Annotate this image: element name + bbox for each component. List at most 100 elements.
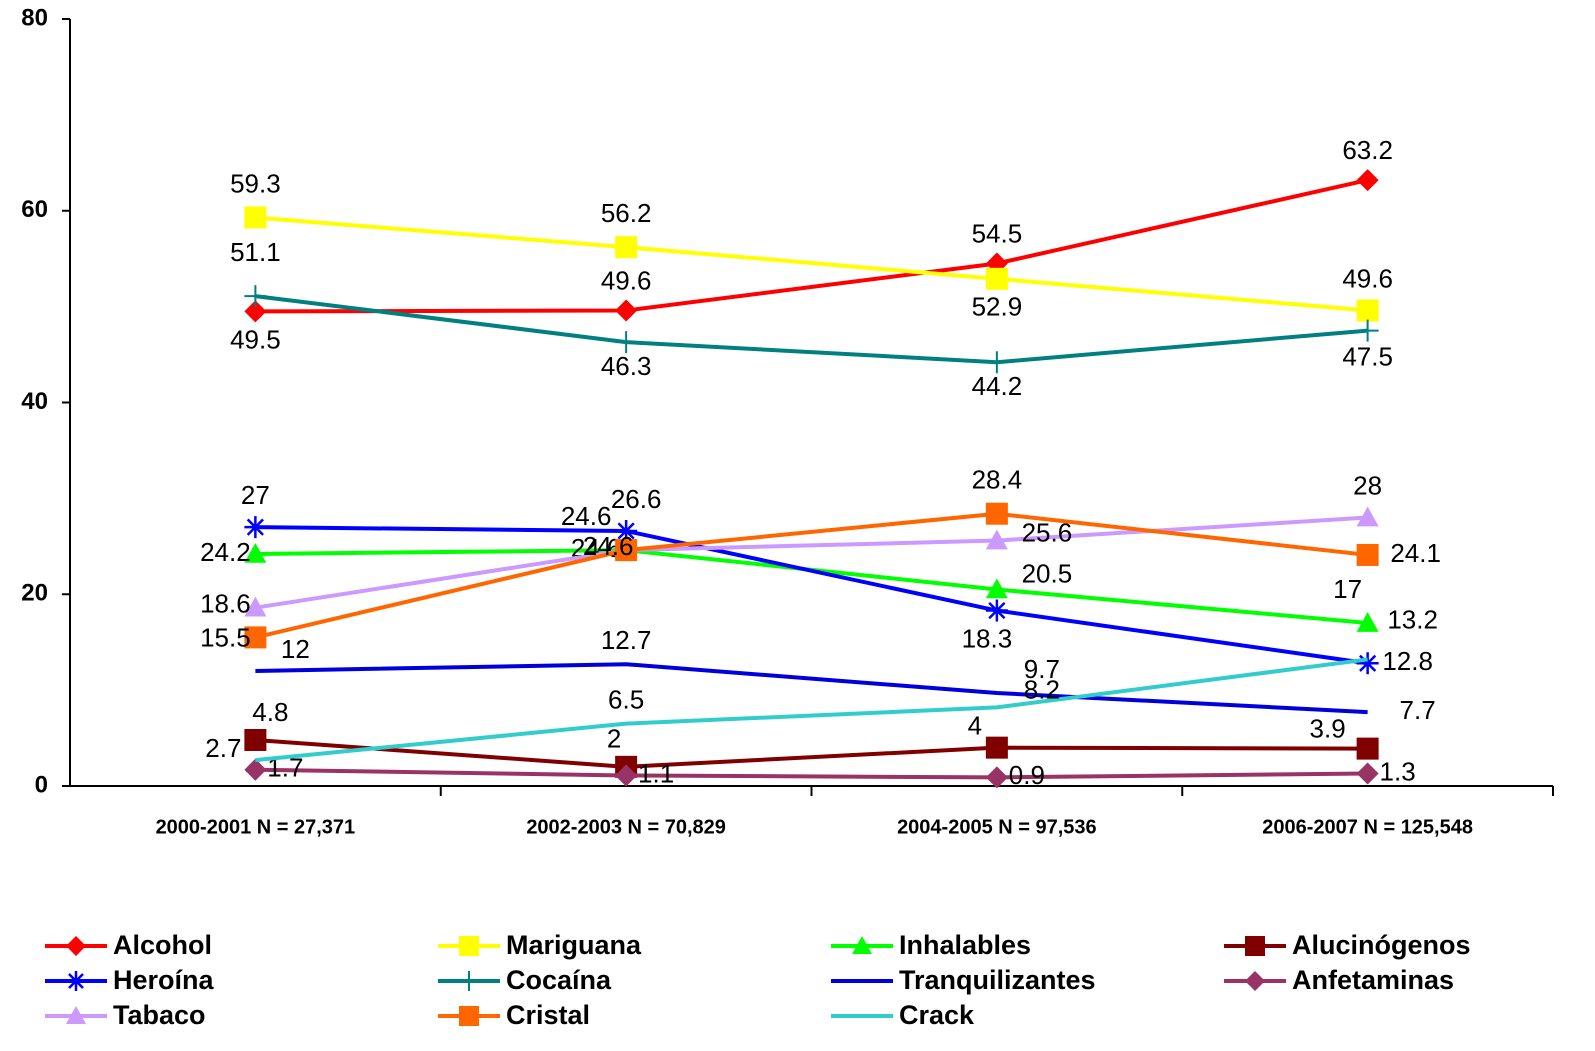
marker [244, 285, 267, 308]
data-label: 18.6 [200, 589, 251, 619]
marker [615, 236, 638, 259]
marker [459, 1006, 479, 1026]
data-label: 17 [1333, 574, 1362, 604]
marker [615, 299, 638, 322]
series-line [254, 511, 1368, 640]
legend-label: Mariguana [506, 930, 642, 960]
marker [459, 971, 479, 991]
marker [615, 519, 638, 542]
data-label: 49.6 [1342, 263, 1393, 293]
data-label: 1.3 [1380, 756, 1416, 786]
data-label: 28.4 [972, 465, 1023, 495]
data-label: 15.5 [200, 622, 251, 652]
data-label: 9.7 [1024, 654, 1060, 684]
marker [244, 542, 267, 563]
marker [985, 502, 1008, 525]
series-line [255, 662, 1368, 715]
data-label: 3.9 [1310, 713, 1346, 743]
legend-label: Crack [899, 1000, 975, 1030]
marker [1245, 936, 1265, 956]
marker [1245, 971, 1265, 991]
marker [459, 936, 479, 956]
data-label: 12 [281, 634, 310, 664]
marker [66, 971, 86, 991]
data-label: 24.2 [200, 537, 251, 567]
marker [615, 539, 638, 562]
data-label: 46.3 [601, 351, 652, 381]
data-label: 59.3 [230, 168, 281, 198]
marker [852, 936, 872, 954]
marker [985, 578, 1008, 599]
marker [985, 529, 1008, 550]
x-tick-label: 2002-2003 N = 70,829 [526, 816, 726, 838]
data-label: 26.6 [611, 484, 662, 514]
y-tick-label: 60 [21, 196, 48, 223]
marker [985, 766, 1008, 789]
marker [985, 736, 1008, 759]
data-label: 27 [241, 480, 270, 510]
data-label: 20.5 [1022, 558, 1073, 588]
data-label: 7.7 [1400, 695, 1436, 725]
data-label: 54.5 [972, 218, 1023, 248]
legend-label: Alcohol [113, 930, 212, 960]
data-label: 56.2 [601, 198, 652, 228]
marker [244, 626, 267, 649]
y-tick-label: 20 [21, 580, 48, 607]
legend-label: Alucinógenos [1292, 930, 1471, 960]
legend-label: Tabaco [113, 1000, 206, 1030]
data-label: 8.2 [1024, 674, 1060, 704]
data-label: 6.5 [608, 685, 644, 715]
data-label: 44.2 [972, 371, 1023, 401]
marker [244, 728, 267, 751]
data-label: 24.1 [1390, 538, 1441, 568]
marker [1356, 737, 1379, 760]
marker [1356, 319, 1379, 342]
marker [66, 1006, 86, 1024]
data-label: 24.6 [561, 501, 612, 531]
series-line [255, 737, 1368, 769]
series-line [255, 767, 1368, 780]
y-tick-label: 0 [35, 771, 48, 798]
marker [1356, 612, 1379, 632]
data-label: 4 [968, 711, 982, 741]
legend-label: Cristal [506, 1000, 590, 1030]
marker [985, 351, 1008, 374]
marker [66, 936, 86, 956]
data-label: 47.5 [1342, 341, 1393, 371]
marker [615, 331, 638, 354]
y-tick-label: 80 [21, 4, 48, 31]
series-line [255, 294, 1368, 365]
legend-label: Inhalables [899, 930, 1031, 960]
data-label: 4.8 [252, 697, 288, 727]
marker [1356, 762, 1379, 785]
data-label: 12.8 [1382, 646, 1433, 676]
data-label: 18.3 [962, 623, 1013, 653]
y-tick-label: 40 [21, 388, 48, 415]
marker [244, 758, 267, 781]
marker [615, 764, 638, 787]
x-tick-label: 2004-2005 N = 97,536 [897, 816, 1097, 838]
x-tick-label: 2000-2001 N = 27,371 [156, 816, 356, 838]
marker [1356, 543, 1379, 566]
marker [985, 267, 1008, 290]
legend-label: Heroína [113, 965, 215, 995]
marker [1356, 506, 1379, 527]
data-label: 49.5 [230, 324, 281, 354]
marker [1356, 299, 1379, 322]
data-label: 2.7 [205, 733, 241, 763]
data-label: 51.1 [230, 237, 281, 267]
marker [1356, 652, 1379, 675]
data-label: 24.6 [583, 531, 634, 561]
marker [244, 300, 267, 323]
data-label: 2 [607, 724, 621, 754]
data-label: 28 [1353, 470, 1382, 500]
data-label: 63.2 [1342, 135, 1393, 165]
data-label: 52.9 [972, 292, 1023, 322]
marker [985, 599, 1008, 622]
data-label: 12.7 [601, 625, 652, 655]
data-label: 13.2 [1387, 604, 1438, 634]
series-line [255, 657, 1368, 763]
x-tick-label: 2006-2007 N = 125,548 [1262, 816, 1473, 838]
series-line [255, 515, 1368, 610]
series-line [255, 215, 1368, 313]
